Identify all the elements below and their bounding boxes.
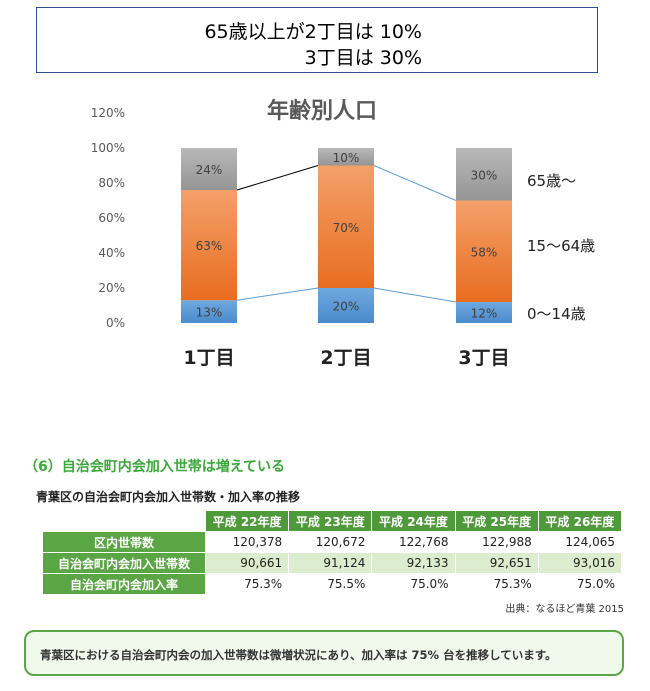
bar-data-label: 20% (333, 300, 360, 314)
bar-data-label: 12% (471, 307, 498, 321)
bar-segment (181, 148, 237, 190)
table-cell: 75.3% (454, 573, 539, 595)
table-corner (42, 510, 206, 532)
callout-line-1: 65歳以上が2丁目は 10% (204, 21, 422, 43)
bar-segment (318, 148, 374, 166)
bar-segment (456, 302, 512, 323)
y-tick-label: 60% (98, 211, 125, 225)
table-col-header: 平成 22年度 (204, 510, 290, 532)
table-header-row: 平成 22年度 平成 23年度 平成 24年度 平成 25年度 平成 26年度 (42, 510, 623, 532)
table-col-header: 平成 23年度 (288, 510, 373, 532)
series-connector-line (373, 287, 457, 303)
table-title: 青葉区の自治会町内会加入世帯数・加入率の推移 (36, 490, 301, 504)
table-cell: 120,672 (288, 531, 373, 553)
table-cell: 75.0% (371, 573, 456, 595)
y-tick-label: 120% (91, 106, 125, 120)
series-label: 0～14歳 (527, 305, 586, 323)
table-source: 出典：なるほど青葉 2015 (505, 604, 624, 615)
series-label: 65歳～ (527, 172, 576, 190)
x-category-label: 2丁目 (320, 347, 371, 369)
table-col-header: 平成 24年度 (371, 510, 456, 532)
row-label: 区内世帯数 (42, 531, 206, 553)
table-row: 区内世帯数 120,378 120,672 122,768 122,988 12… (42, 531, 623, 553)
table-col-header: 平成 25年度 (454, 510, 539, 532)
y-tick-label: 80% (98, 176, 125, 190)
bar-data-label: 58% (471, 245, 498, 259)
y-tick-label: 40% (98, 246, 125, 260)
table-cell: 75.5% (288, 573, 373, 595)
series-connector-line (236, 287, 319, 301)
y-tick-label: 20% (98, 281, 125, 295)
table-cell: 90,661 (204, 552, 290, 574)
chart-title: 年齢別人口 (267, 98, 377, 124)
table-cell: 122,768 (371, 531, 456, 553)
x-category-label: 3丁目 (458, 347, 509, 369)
series-connector-line (236, 165, 319, 191)
table-cell: 120,378 (204, 531, 290, 553)
callout-box: 65歳以上が2丁目は 10% 3丁目は 30% (36, 7, 598, 73)
row-label: 自治会町内会加入世帯数 (42, 552, 206, 574)
bar-segment (181, 300, 237, 323)
bar-segment (181, 190, 237, 301)
household-table: 平成 22年度 平成 23年度 平成 24年度 平成 25年度 平成 26年度 … (42, 510, 623, 595)
section-heading: （6）自治会町内会加入世帯は増えている (24, 459, 286, 475)
table-row: 自治会町内会加入世帯数 90,661 91,124 92,133 92,651 … (42, 552, 623, 574)
bar-segment (318, 165, 374, 288)
bar-data-label: 10% (333, 151, 360, 165)
y-tick-label: 0% (106, 316, 125, 330)
bar-segment (456, 200, 512, 302)
summary-text: 青葉区における自治会町内会の加入世帯数は微増状況にあり、加入率は 75% 台を推… (40, 648, 557, 662)
table-cell: 124,065 (537, 531, 623, 553)
table-cell: 92,651 (454, 552, 539, 574)
bar-data-label: 70% (333, 221, 360, 235)
table-col-header: 平成 26年度 (537, 510, 623, 532)
bar-segment (456, 148, 512, 201)
bar-data-label: 13% (196, 306, 223, 320)
row-label: 自治会町内会加入率 (42, 573, 206, 595)
bar-data-label: 63% (196, 239, 223, 253)
table-cell: 91,124 (288, 552, 373, 574)
table-cell: 75.0% (537, 573, 623, 595)
bar-data-label: 24% (196, 163, 223, 177)
table-row: 自治会町内会加入率 75.3% 75.5% 75.0% 75.3% 75.0% (42, 573, 623, 595)
x-category-label: 1丁目 (183, 347, 234, 369)
table-cell: 75.3% (204, 573, 290, 595)
table-cell: 122,988 (454, 531, 539, 553)
age-population-chart: 年齢別人口 0% 20% 40% 60% 80% 100% 120% 13% 63% 24% 20… (91, 98, 596, 369)
y-tick-label: 100% (91, 141, 125, 155)
series-label: 15～64歳 (527, 237, 595, 255)
table-cell: 92,133 (371, 552, 456, 574)
summary-box: 青葉区における自治会町内会の加入世帯数は微増状況にあり、加入率は 75% 台を推… (24, 630, 624, 676)
table-cell: 93,016 (537, 552, 623, 574)
bar-data-label: 30% (471, 168, 498, 182)
callout-line-2: 3丁目は 30% (304, 47, 422, 69)
series-connector-line (373, 165, 457, 201)
bar-segment (318, 288, 374, 323)
